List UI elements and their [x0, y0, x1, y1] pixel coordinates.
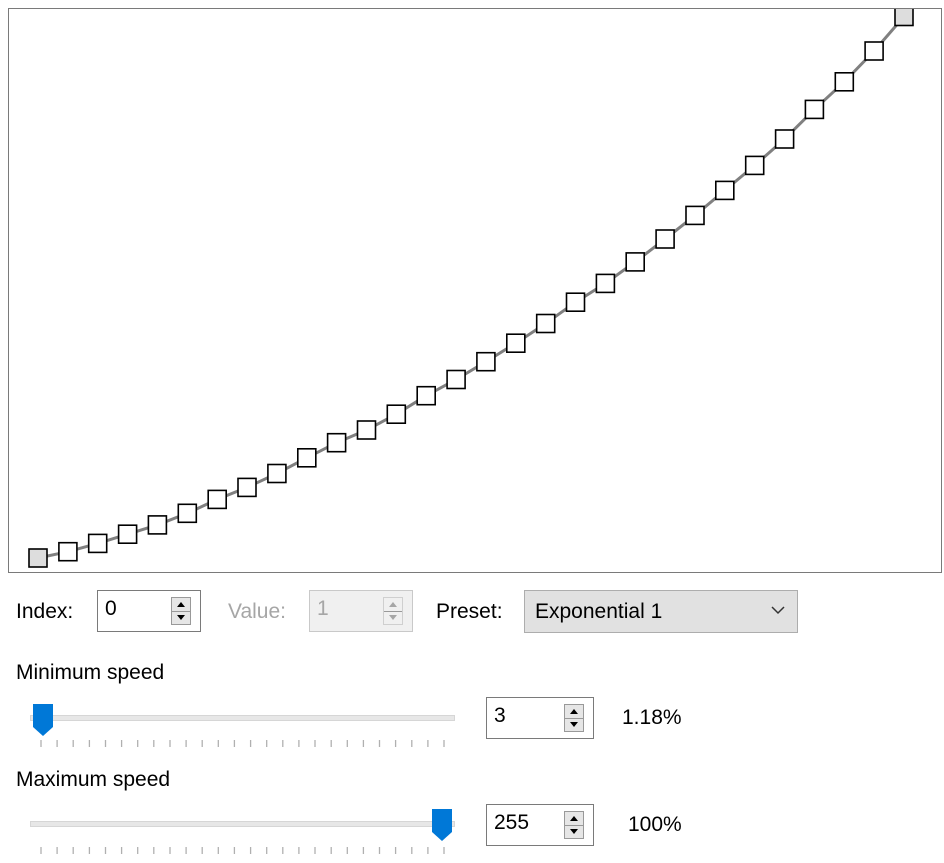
curve-point[interactable]: [386, 404, 407, 425]
curve-point[interactable]: [237, 477, 257, 498]
preset-dropdown[interactable]: Exponential 1: [524, 590, 798, 633]
curve-point[interactable]: [446, 369, 466, 390]
curve-point[interactable]: [117, 524, 138, 545]
arrow-up-icon: [177, 602, 185, 607]
preset-selected-value: Exponential 1: [535, 600, 663, 623]
arrow-up-icon: [389, 602, 397, 607]
curve-point-selected[interactable]: [28, 548, 48, 568]
curve-point[interactable]: [655, 229, 675, 249]
value-decrement-button: [384, 611, 402, 624]
maximum-speed-value[interactable]: 255: [494, 811, 530, 834]
curve-point[interactable]: [565, 292, 586, 313]
maximum-speed-spinbox[interactable]: 255: [486, 804, 594, 846]
index-label: Index:: [16, 600, 74, 623]
minimum-speed-decrement-button[interactable]: [565, 718, 583, 731]
index-spin-buttons[interactable]: [171, 597, 191, 625]
minimum-speed-ticks: [40, 740, 445, 747]
curve-point[interactable]: [476, 351, 496, 372]
curve-point[interactable]: [87, 533, 108, 554]
curve-point[interactable]: [535, 313, 556, 334]
minimum-speed-spin-buttons[interactable]: [564, 704, 584, 732]
curve-point[interactable]: [625, 252, 646, 272]
curve-point[interactable]: [774, 129, 795, 149]
preset-label: Preset:: [436, 600, 503, 623]
curve-point[interactable]: [326, 432, 347, 453]
minimum-speed-track[interactable]: [30, 715, 455, 721]
curve-point[interactable]: [296, 447, 317, 468]
curve-point[interactable]: [804, 99, 825, 120]
value-spin-buttons: [383, 597, 403, 625]
minimum-speed-slider-thumb[interactable]: [32, 703, 54, 737]
chevron-down-icon: [771, 606, 785, 615]
curve-point[interactable]: [685, 205, 705, 226]
curve-point[interactable]: [834, 71, 855, 92]
maximum-speed-percent: 100%: [628, 813, 682, 836]
maximum-speed-track[interactable]: [30, 821, 455, 827]
curve-point[interactable]: [744, 155, 765, 176]
maximum-speed-ticks: [40, 847, 445, 854]
value-value: 1: [317, 597, 329, 620]
value-spinbox: 1: [309, 590, 413, 632]
curve-point[interactable]: [267, 463, 287, 484]
arrow-down-icon: [570, 829, 578, 834]
curve-point[interactable]: [595, 273, 616, 294]
index-increment-button[interactable]: [172, 598, 190, 612]
curve-point[interactable]: [177, 503, 198, 524]
maximum-speed-slider-thumb[interactable]: [431, 808, 453, 842]
arrow-up-icon: [570, 709, 578, 714]
index-decrement-button[interactable]: [172, 611, 190, 624]
minimum-speed-spinbox[interactable]: 3: [486, 697, 594, 739]
curve-point[interactable]: [147, 515, 168, 535]
curve-point[interactable]: [714, 180, 735, 201]
arrow-down-icon: [389, 615, 397, 620]
curve-editor-panel[interactable]: [8, 8, 942, 573]
arrow-up-icon: [570, 816, 578, 821]
index-value[interactable]: 0: [105, 597, 117, 620]
minimum-speed-label: Minimum speed: [16, 661, 165, 684]
value-increment-button: [384, 598, 402, 612]
curve-point[interactable]: [416, 385, 437, 406]
curve-point[interactable]: [505, 333, 526, 354]
minimum-speed-percent: 1.18%: [622, 706, 682, 729]
curve-graph[interactable]: [9, 9, 943, 574]
arrow-down-icon: [570, 722, 578, 727]
maximum-speed-decrement-button[interactable]: [565, 825, 583, 838]
minimum-speed-value[interactable]: 3: [494, 704, 506, 727]
curve-line: [37, 15, 906, 560]
maximum-speed-increment-button[interactable]: [565, 812, 583, 826]
value-label: Value:: [228, 600, 286, 623]
maximum-speed-label: Maximum speed: [16, 768, 171, 791]
minimum-speed-increment-button[interactable]: [565, 705, 583, 719]
maximum-speed-spin-buttons[interactable]: [564, 811, 584, 839]
arrow-down-icon: [177, 615, 185, 620]
index-spinbox[interactable]: 0: [97, 590, 201, 632]
curve-point[interactable]: [58, 541, 78, 562]
curve-point[interactable]: [864, 41, 884, 61]
curve-point[interactable]: [356, 420, 377, 440]
curve-point-selected[interactable]: [894, 9, 914, 27]
curve-point[interactable]: [207, 489, 227, 510]
